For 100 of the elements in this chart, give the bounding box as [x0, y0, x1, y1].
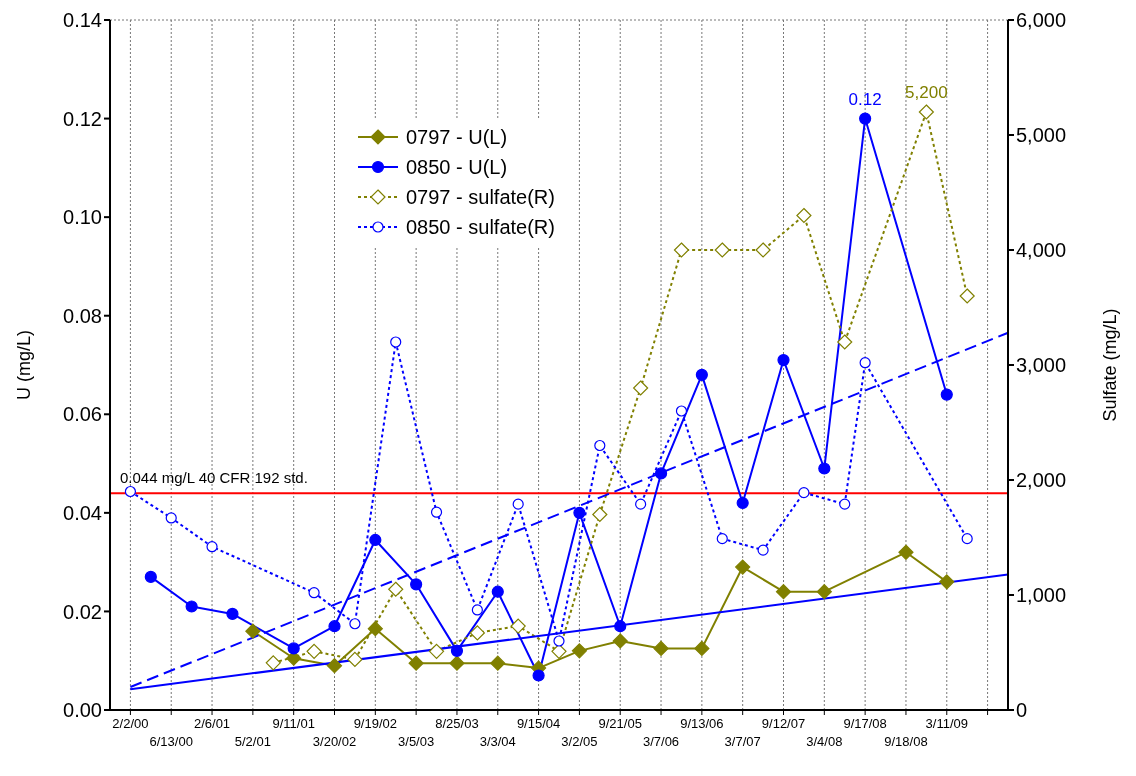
point: [837, 334, 853, 350]
point: [328, 620, 341, 633]
point: [818, 462, 831, 475]
point: [206, 541, 218, 553]
point: [367, 621, 383, 637]
point: [735, 559, 751, 575]
x-tick-label: 2/6/01: [193, 716, 231, 731]
point: [736, 496, 749, 510]
point: [961, 533, 973, 545]
x-tick-label: 9/15/04: [516, 716, 561, 731]
ref-line-label: 0.044 mg/L 40 CFR 192 std.: [120, 469, 308, 487]
legend-label: 0797 - U(L): [406, 125, 508, 149]
point: [469, 625, 485, 641]
x-tick-label: 9/13/06: [680, 716, 724, 731]
x-tick-label: 3/5/03: [398, 734, 435, 749]
x-tick-label: 3/7/06: [642, 734, 680, 749]
point: [144, 570, 157, 584]
y-tick-label: 0.14: [63, 9, 102, 32]
point: [226, 607, 239, 620]
y2-tick-label: 3,000: [1016, 354, 1067, 377]
point: [124, 485, 137, 498]
y2-tick-label: 0: [1016, 699, 1028, 722]
x-tick-label: 8/25/03: [435, 716, 479, 731]
y-tick-label: 0.10: [63, 206, 102, 229]
y2-tick-label: 4,000: [1016, 239, 1067, 262]
point: [369, 533, 382, 547]
point: [306, 643, 322, 659]
data-label: 5,200: [905, 83, 948, 102]
x-tick-label: 9/12/07: [761, 716, 806, 731]
point: [390, 336, 402, 348]
point: [859, 112, 872, 125]
y2-axis-title: Sulfate (mg/L): [1100, 308, 1121, 422]
point: [653, 640, 669, 656]
point: [308, 587, 320, 599]
point: [898, 544, 914, 560]
y2-tick-label: 2,000: [1016, 469, 1067, 492]
point: [347, 651, 363, 667]
y-tick-label: 0.02: [63, 600, 102, 623]
legend-label: 0850 - sulfate(R): [406, 215, 555, 239]
point: [695, 368, 708, 381]
point: [959, 288, 975, 304]
point: [265, 655, 281, 671]
point: [633, 380, 649, 396]
point: [573, 506, 586, 519]
point: [245, 623, 261, 639]
point: [571, 643, 588, 659]
point: [796, 207, 812, 224]
point: [326, 658, 343, 674]
point: [165, 512, 177, 524]
point: [594, 439, 606, 452]
point: [490, 655, 506, 671]
point: [614, 620, 627, 633]
point: [287, 642, 300, 655]
point: [349, 618, 361, 630]
point: [757, 544, 769, 556]
point: [510, 618, 526, 634]
point: [450, 644, 464, 657]
point: [654, 467, 668, 480]
point: [777, 353, 790, 367]
y2-tick-label: 6,000: [1016, 9, 1067, 32]
x-tick-label: 6/13/00: [149, 734, 193, 749]
x-tick-label: 5/2/01: [234, 734, 271, 749]
point: [816, 584, 832, 600]
point: [694, 640, 710, 656]
point: [775, 584, 792, 600]
y-tick-label: 0.06: [63, 403, 102, 426]
legend-label: 0850 - U(L): [406, 155, 508, 179]
x-tick-label: 3/4/08: [806, 734, 843, 749]
point: [185, 600, 198, 613]
x-tick-label: 3/3/04: [479, 734, 516, 749]
point: [532, 669, 545, 682]
point: [491, 585, 504, 598]
point: [798, 487, 810, 499]
x-tick-label: 2/2/00: [112, 716, 149, 731]
x-tick-label: 9/11/01: [272, 716, 315, 731]
point: [449, 655, 465, 671]
x-tick-label: 3/11/09: [925, 716, 968, 731]
point: [839, 498, 851, 510]
x-tick-label: 3/7/07: [724, 734, 761, 749]
point: [612, 633, 628, 649]
y-tick-label: 0.04: [63, 501, 102, 524]
y-tick-label: 0.00: [63, 699, 102, 722]
point: [918, 104, 934, 120]
x-tick-label: 3/2/05: [561, 734, 598, 749]
y-tick-label: 0.12: [63, 107, 102, 130]
point: [410, 578, 423, 591]
point: [551, 643, 567, 659]
point: [553, 635, 565, 647]
point: [428, 643, 445, 659]
y2-tick-label: 1,000: [1016, 584, 1067, 607]
x-tick-label: 9/17/08: [843, 716, 887, 731]
point: [755, 242, 771, 258]
data-label: 0.12: [848, 89, 882, 109]
point: [673, 242, 690, 258]
y2-tick-label: 5,000: [1016, 124, 1067, 147]
legend-label: 0797 - sulfate(R): [406, 185, 555, 209]
point: [512, 498, 524, 510]
point: [471, 604, 483, 616]
point: [675, 405, 688, 417]
point: [939, 574, 955, 590]
